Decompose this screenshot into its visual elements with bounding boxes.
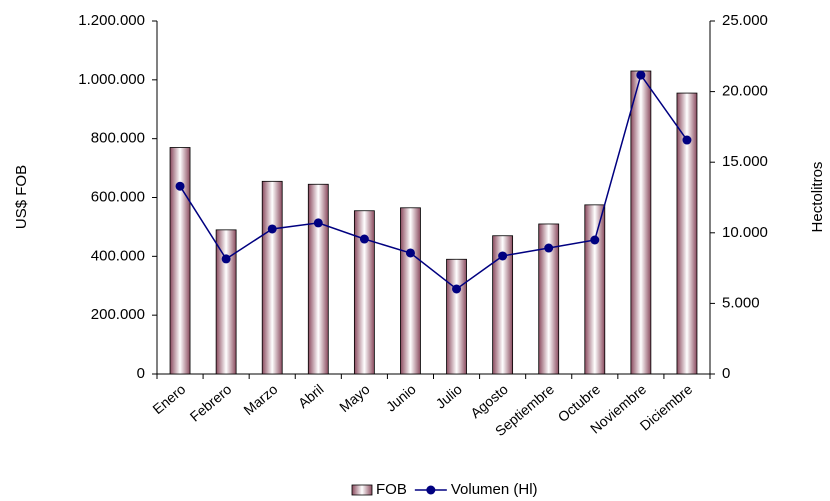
y2-tick-label: 10.000 — [722, 224, 768, 241]
line-point — [405, 248, 415, 258]
x-tick-label: Marzo — [240, 381, 280, 418]
y2-tick-label: 5.000 — [722, 294, 760, 311]
bar — [676, 92, 698, 375]
y2-axis-title: Hectolitros — [809, 162, 826, 233]
bar — [169, 147, 191, 375]
legend-label: FOB — [376, 481, 407, 498]
bar — [307, 183, 329, 375]
y-tick-label: 800.000 — [91, 130, 145, 147]
y-axis-title: US$ FOB — [13, 165, 30, 229]
y2-tick-label: 15.000 — [722, 153, 768, 170]
y-tick-label: 200.000 — [91, 306, 145, 323]
legend-label: Volumen (Hl) — [451, 481, 538, 498]
y-tick-label: 1.000.000 — [78, 71, 145, 88]
bar — [261, 180, 283, 375]
legend-swatch — [426, 485, 436, 495]
bar — [400, 207, 421, 375]
bar — [630, 70, 652, 375]
line-point — [452, 284, 462, 294]
y2-tick-label: 25.000 — [722, 12, 768, 29]
x-tick-label: Enero — [149, 381, 188, 417]
x-tick-label: Junio — [383, 381, 419, 415]
line-point — [544, 243, 554, 253]
legend-swatch — [351, 484, 373, 496]
bar — [446, 258, 467, 375]
y-tick-label: 400.000 — [91, 247, 145, 264]
y2-tick-label: 20.000 — [722, 83, 768, 100]
line-point — [636, 70, 646, 80]
y2-tick-label: 0 — [722, 365, 730, 382]
y-tick-label: 600.000 — [91, 188, 145, 205]
line-point — [267, 224, 277, 234]
x-tick-label: Mayo — [336, 381, 373, 415]
bar — [584, 204, 606, 375]
x-tick-label: Julio — [433, 381, 466, 412]
line-point — [175, 181, 185, 191]
bar — [492, 235, 514, 375]
bar — [215, 229, 237, 375]
y-tick-label: 1.200.000 — [78, 12, 145, 29]
line-series — [179, 73, 688, 290]
line-point — [313, 218, 323, 228]
bar — [353, 210, 375, 375]
line-point — [498, 251, 508, 261]
line-point — [359, 234, 369, 244]
x-tick-label: Abril — [295, 381, 327, 411]
bar — [538, 223, 560, 375]
line-point — [590, 235, 600, 245]
x-tick-label: Febrero — [187, 381, 235, 425]
line-point — [682, 135, 692, 145]
y-tick-label: 0 — [137, 365, 145, 382]
x-tick-label: Diciembre — [637, 381, 696, 434]
line-point — [221, 254, 231, 264]
